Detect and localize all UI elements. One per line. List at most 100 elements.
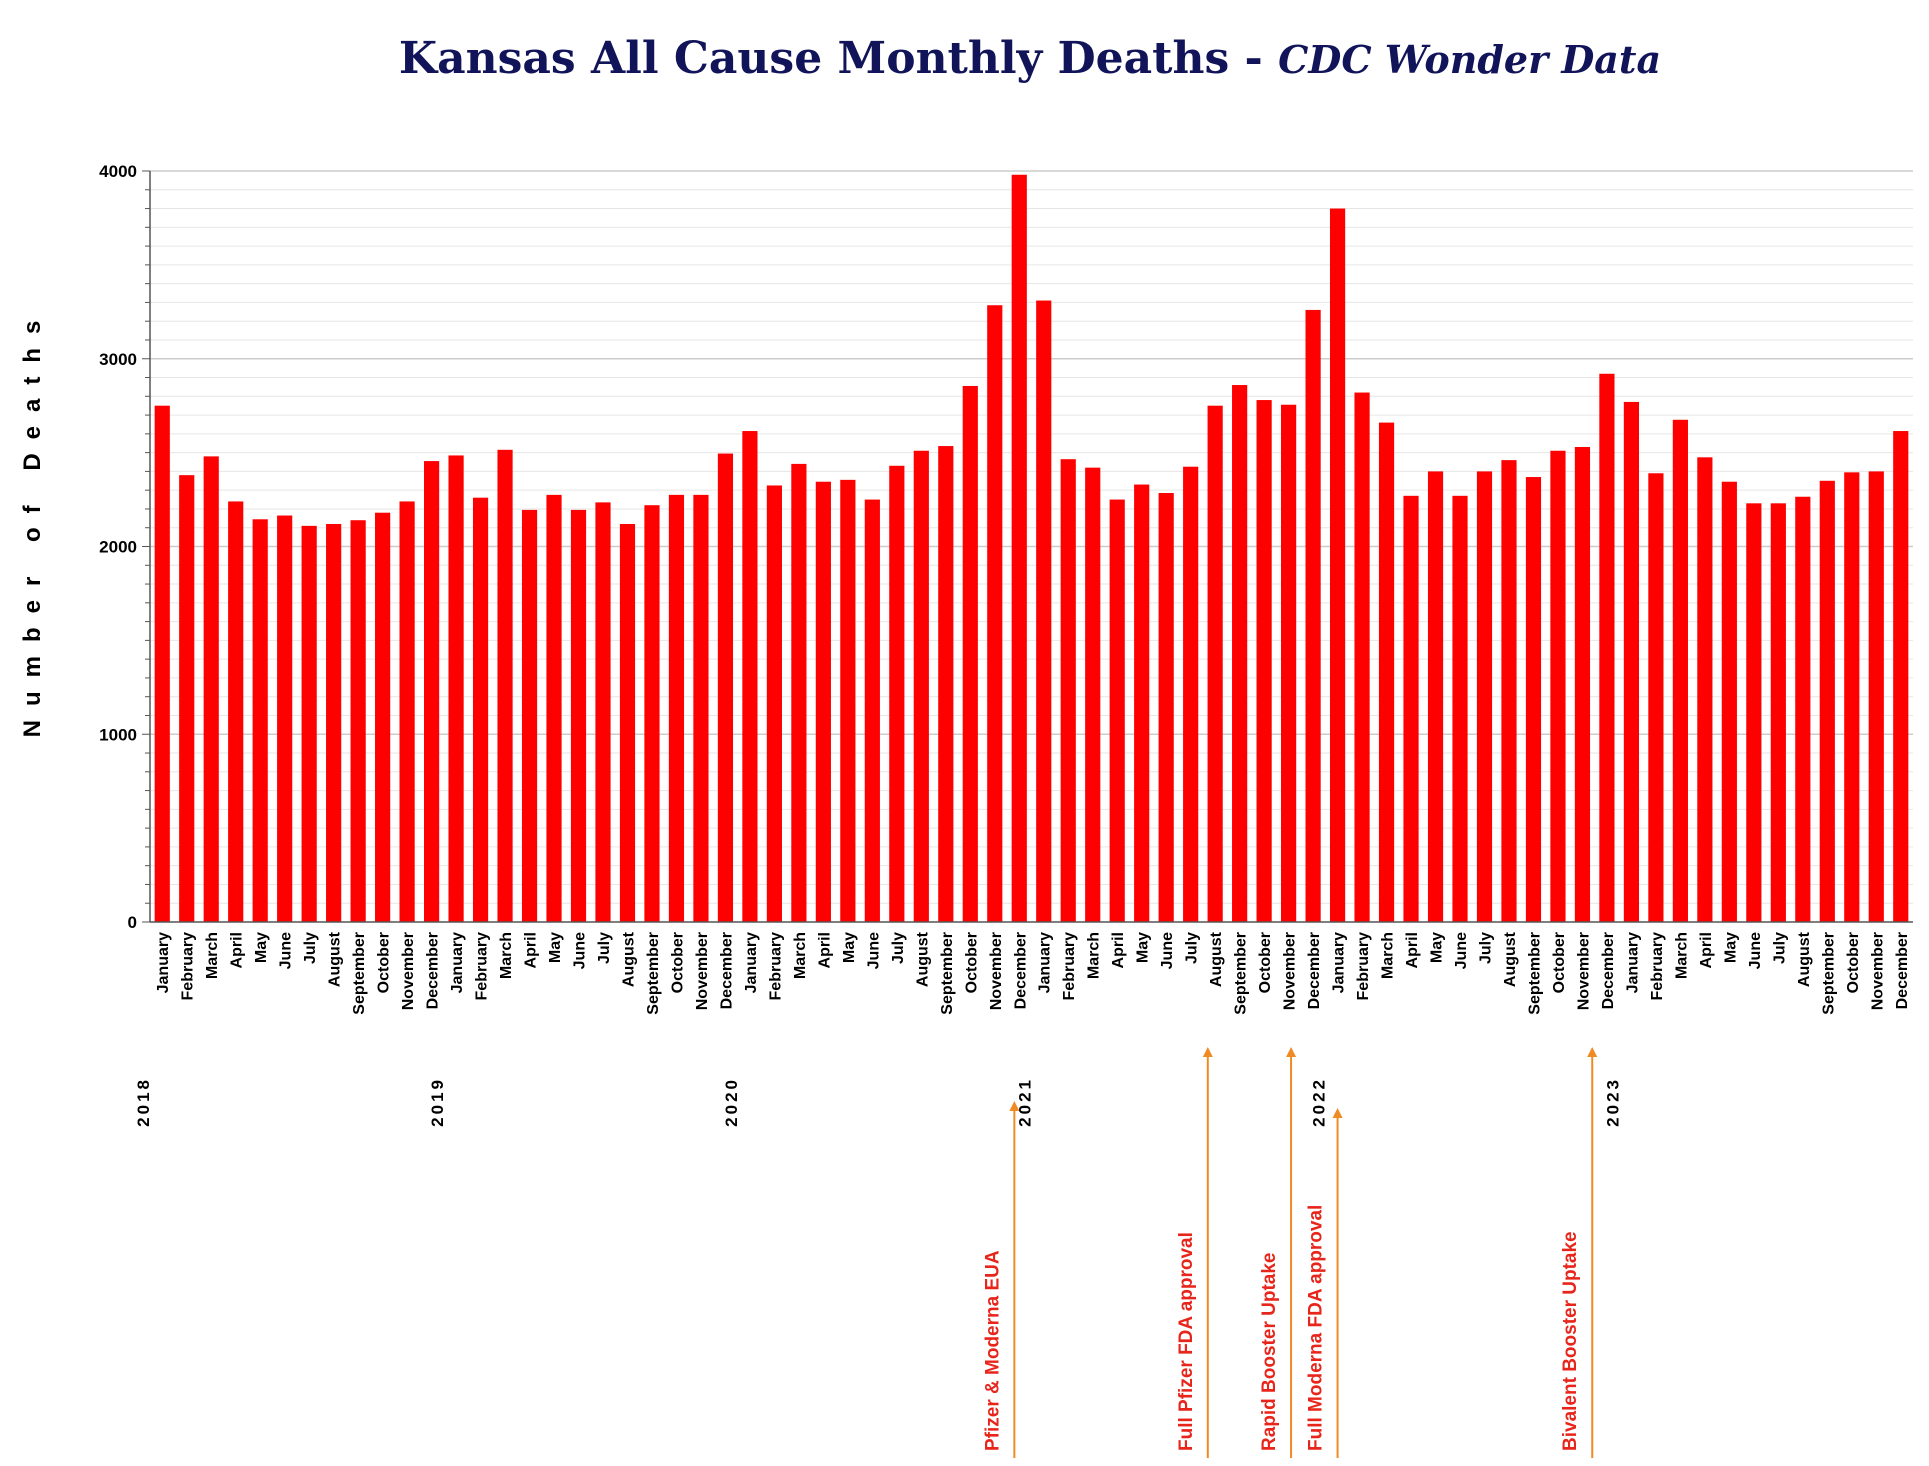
bar xyxy=(864,499,880,922)
x-tick-label: August xyxy=(1796,931,1813,987)
bar xyxy=(1770,503,1786,922)
x-tick-label: August xyxy=(1502,931,1519,987)
x-tick-label: April xyxy=(1404,932,1421,968)
x-tick-label: September xyxy=(351,932,368,1015)
bar xyxy=(766,485,782,922)
x-tick-label: June xyxy=(1747,932,1764,969)
bar xyxy=(521,509,538,922)
y-tick-label: 1000 xyxy=(99,725,137,744)
x-tick-label: September xyxy=(1233,932,1250,1015)
bar xyxy=(1011,174,1027,922)
x-tick-label: December xyxy=(425,932,442,1009)
x-tick-label: December xyxy=(1894,932,1911,1009)
bar xyxy=(1844,472,1860,922)
x-tick-label: April xyxy=(523,932,540,968)
x-tick-label: December xyxy=(1306,932,1323,1009)
bar xyxy=(742,431,758,922)
bar xyxy=(570,509,587,922)
bar xyxy=(1501,460,1517,922)
bar xyxy=(1893,431,1909,922)
bar xyxy=(644,505,660,922)
y-tick-label: 0 xyxy=(128,913,137,932)
x-tick-label: February xyxy=(1061,932,1078,1001)
x-tick-label: February xyxy=(180,932,197,1001)
chart-subtitle: CDC Wonder Data xyxy=(1278,37,1661,82)
bar xyxy=(595,502,611,922)
x-tick-label: February xyxy=(474,932,491,1001)
gridlines xyxy=(150,170,1913,904)
bar xyxy=(1281,404,1297,922)
bar xyxy=(1476,471,1493,922)
bar xyxy=(1550,450,1566,922)
x-tick-label: August xyxy=(327,931,344,987)
x-tick-label: July xyxy=(890,932,907,964)
x-tick-label: July xyxy=(596,932,613,964)
bar xyxy=(228,501,244,922)
bar xyxy=(1868,471,1884,922)
bar xyxy=(987,305,1003,923)
x-tick-label: September xyxy=(1526,932,1543,1015)
bar xyxy=(546,494,562,922)
bar xyxy=(693,494,709,922)
x-tick-label: May xyxy=(253,932,270,963)
x-tick-label: July xyxy=(1771,932,1788,964)
bar xyxy=(1403,495,1419,922)
bar xyxy=(326,523,342,922)
annotation-arrowhead xyxy=(1332,1108,1343,1118)
bar xyxy=(1158,492,1174,922)
bar xyxy=(619,523,636,922)
x-tick-label: June xyxy=(865,932,882,969)
x-tick-label: January xyxy=(743,932,760,993)
chart-title-main: Kansas All Cause Monthly Deaths - xyxy=(399,33,1278,84)
annotations: Pfizer & Moderna EUA Full Pfizer FDA appr… xyxy=(982,1047,1598,1458)
x-tick-label: March xyxy=(1380,932,1397,979)
x-tick-label: February xyxy=(1649,932,1666,1001)
annotation-arrowhead xyxy=(1009,1101,1020,1111)
bar xyxy=(203,456,219,922)
x-tick-label: November xyxy=(1869,932,1886,1010)
x-tick-label: October xyxy=(376,932,393,993)
x-tick-label: June xyxy=(572,932,589,969)
x-tick-labels: January February March April May June July Augu… xyxy=(155,931,1911,1014)
bar xyxy=(472,497,489,922)
y-axis-label: Number of Deaths xyxy=(19,307,46,738)
x-tick-label: October xyxy=(1845,932,1862,993)
bar xyxy=(1109,499,1125,922)
bar xyxy=(1746,503,1762,922)
x-tick-label: June xyxy=(1159,932,1176,969)
bar xyxy=(154,405,170,922)
bar xyxy=(399,501,415,922)
x-tick-label: October xyxy=(669,932,686,993)
bar xyxy=(1354,392,1370,922)
bar xyxy=(1232,385,1248,922)
x-tick-label: December xyxy=(1012,932,1029,1009)
bar xyxy=(1452,495,1468,922)
x-tick-label: January xyxy=(155,932,172,993)
x-tick-label: June xyxy=(1453,932,1470,969)
bar xyxy=(1721,481,1737,922)
bar xyxy=(1648,473,1664,922)
x-tick-label: May xyxy=(1429,932,1446,963)
x-tick-label: March xyxy=(204,932,221,979)
year-label: 2022 xyxy=(1310,1077,1329,1127)
x-tick-label: May xyxy=(547,932,564,963)
x-tick-label: September xyxy=(645,932,662,1015)
bar xyxy=(301,525,317,922)
annotation-label: Bivalent Booster Uptake xyxy=(1560,1231,1581,1451)
bar xyxy=(962,385,978,922)
x-tick-label: June xyxy=(278,932,295,969)
annotation-arrowhead xyxy=(1587,1047,1598,1057)
bar xyxy=(938,446,954,922)
bar xyxy=(1427,471,1444,922)
bar xyxy=(815,481,831,922)
bar xyxy=(913,450,929,922)
x-tick-label: November xyxy=(1575,932,1592,1010)
bar xyxy=(1329,208,1346,923)
x-tick-label: March xyxy=(1673,932,1690,979)
bar xyxy=(1623,401,1640,922)
y-tick-labels: 0 1000 2000 3000 4000 xyxy=(99,162,137,932)
x-tick-label: August xyxy=(620,931,637,987)
bar xyxy=(1574,446,1591,922)
bar xyxy=(375,512,391,922)
x-tick-label: March xyxy=(1086,932,1103,979)
